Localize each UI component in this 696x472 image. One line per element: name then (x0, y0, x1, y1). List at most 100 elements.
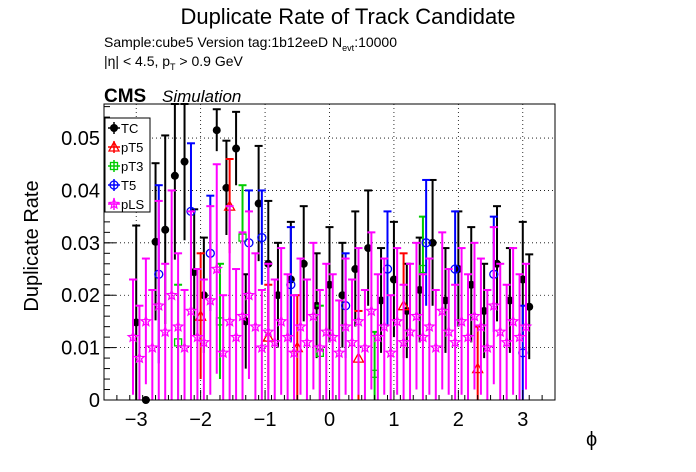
marker-pLS-34 (345, 335, 359, 348)
marker-pLS-23 (274, 314, 288, 327)
marker-TC-19 (338, 291, 347, 300)
marker-TC-12 (254, 199, 263, 208)
x-tick-label-5: 2 (453, 409, 464, 431)
marker-pLS-35 (352, 314, 365, 327)
marker-pLS-7 (171, 320, 185, 332)
simulation-label: Simulation (162, 87, 241, 106)
legend-label-TC: TC (121, 121, 138, 136)
x-tick-label-3: 0 (324, 409, 335, 431)
marker-pLS-6 (165, 288, 178, 301)
cms-label: CMS (104, 86, 146, 107)
marker-TC-2 (151, 237, 160, 246)
marker-pLS-27 (300, 335, 314, 348)
legend: TC pT5 pT3 T5 pLS (104, 117, 151, 213)
marker-TC-9 (222, 183, 231, 192)
x-tick-label-1: −2 (189, 409, 212, 431)
marker-pLS-32 (332, 346, 346, 359)
marker-pLS-61 (519, 320, 533, 332)
marker-pLS-33 (339, 320, 352, 332)
marker-TC-30 (480, 306, 489, 315)
subtitle-eta-cut: |η| < 4.5, p (104, 53, 171, 69)
chart-subtitle-sample: Sample:cube5 Version tag:1b12eeD Nevt:10… (104, 34, 397, 53)
marker-pLS-21 (261, 325, 275, 338)
marker-TC-33 (518, 275, 527, 284)
x-axis-label: ϕ (586, 429, 597, 451)
marker-pLS-17 (236, 309, 249, 322)
marker-TC-16 (299, 259, 308, 268)
marker-pLS-22 (268, 335, 282, 348)
marker-pLS-36 (358, 341, 372, 354)
marker-TC-34 (525, 302, 534, 311)
marker-pLS-42 (397, 335, 410, 348)
y-tick-label-0: 0 (89, 390, 100, 412)
marker-pLS-59 (506, 314, 520, 327)
marker-pLS-50 (448, 335, 462, 348)
marker-pLS-16 (229, 330, 243, 343)
marker-pLS-29 (313, 341, 327, 354)
legend-label-T5: T5 (121, 178, 136, 193)
legend-marker-pT5 (107, 140, 121, 152)
marker-pLS-9 (184, 304, 198, 317)
marker-TC-28 (454, 265, 463, 274)
y-tick-label-4: 0.04 (61, 180, 100, 202)
marker-pLS-2 (139, 314, 153, 327)
legend-marker-T5 (109, 180, 119, 190)
marker-pLS-44 (410, 309, 423, 322)
y-axis-label: Duplicate Rate (21, 180, 43, 311)
marker-TC-18 (325, 280, 334, 289)
marker-pLS-51 (455, 314, 468, 327)
marker-pLS-19 (249, 320, 262, 332)
marker-pLS-58 (500, 335, 513, 348)
marker-pLS-46 (423, 320, 436, 332)
marker-TC-10 (232, 144, 241, 153)
marker-TC-8 (212, 126, 221, 135)
marker-pLS-1 (133, 351, 146, 364)
marker-pLS-13 (210, 262, 224, 275)
marker-pLS-3 (146, 341, 159, 354)
marker-TC-14 (273, 291, 282, 300)
marker-pLS-28 (307, 309, 320, 322)
marker-pLS-0 (126, 330, 140, 343)
marker-pLS-30 (319, 325, 333, 338)
legend-label-pT5: pT5 (121, 140, 143, 155)
marker-pLS-60 (513, 330, 526, 343)
chart-subtitle-cuts: |η| < 4.5, pT > 0.9 GeV (104, 53, 243, 72)
marker-TC-27 (441, 296, 450, 305)
legend-marker-pLS (107, 197, 121, 210)
x-tick-label-0: −3 (125, 409, 148, 431)
marker-pLS-25 (287, 346, 301, 359)
marker-pLS-14 (216, 346, 230, 359)
x-tick-label-2: −1 (254, 409, 277, 431)
marker-pLS-40 (384, 346, 398, 359)
x-tick-label-4: 1 (388, 409, 399, 431)
marker-TC-0 (132, 318, 141, 327)
marker-pLS-18 (242, 288, 256, 301)
marker-TC-22 (377, 296, 386, 305)
marker-TC-5 (180, 157, 189, 166)
marker-TC-20 (351, 265, 360, 274)
y-tick-label-5: 0.05 (61, 128, 100, 150)
marker-TC-32 (505, 296, 514, 305)
marker-pLS-45 (416, 330, 430, 343)
marker-pLS-38 (371, 330, 385, 343)
marker-pLS-57 (494, 325, 507, 338)
marker-TC-6 (190, 268, 199, 277)
marker-pLS-54 (474, 320, 488, 332)
subtitle-nevt-value: :10000 (354, 34, 398, 50)
marker-TC-4 (170, 171, 179, 180)
marker-pLS-12 (204, 293, 217, 306)
subtitle-pt-subscript: T (170, 61, 176, 72)
marker-pLS-26 (294, 320, 307, 332)
marker-TC-29 (467, 280, 476, 289)
marker-pLS-55 (481, 340, 494, 354)
marker-pLS-10 (191, 330, 204, 343)
legend-marker-pT3 (109, 161, 119, 171)
marker-TC-21 (364, 244, 373, 253)
marker-pLS-15 (223, 314, 236, 327)
marker-pLS-11 (197, 335, 211, 348)
marker-pLS-53 (468, 309, 481, 322)
marker-pLS-56 (487, 299, 500, 311)
chart-title: Duplicate Rate of Track Candidate (180, 4, 516, 29)
marker-pLS-52 (461, 330, 475, 343)
marker-pLS-43 (403, 325, 417, 338)
